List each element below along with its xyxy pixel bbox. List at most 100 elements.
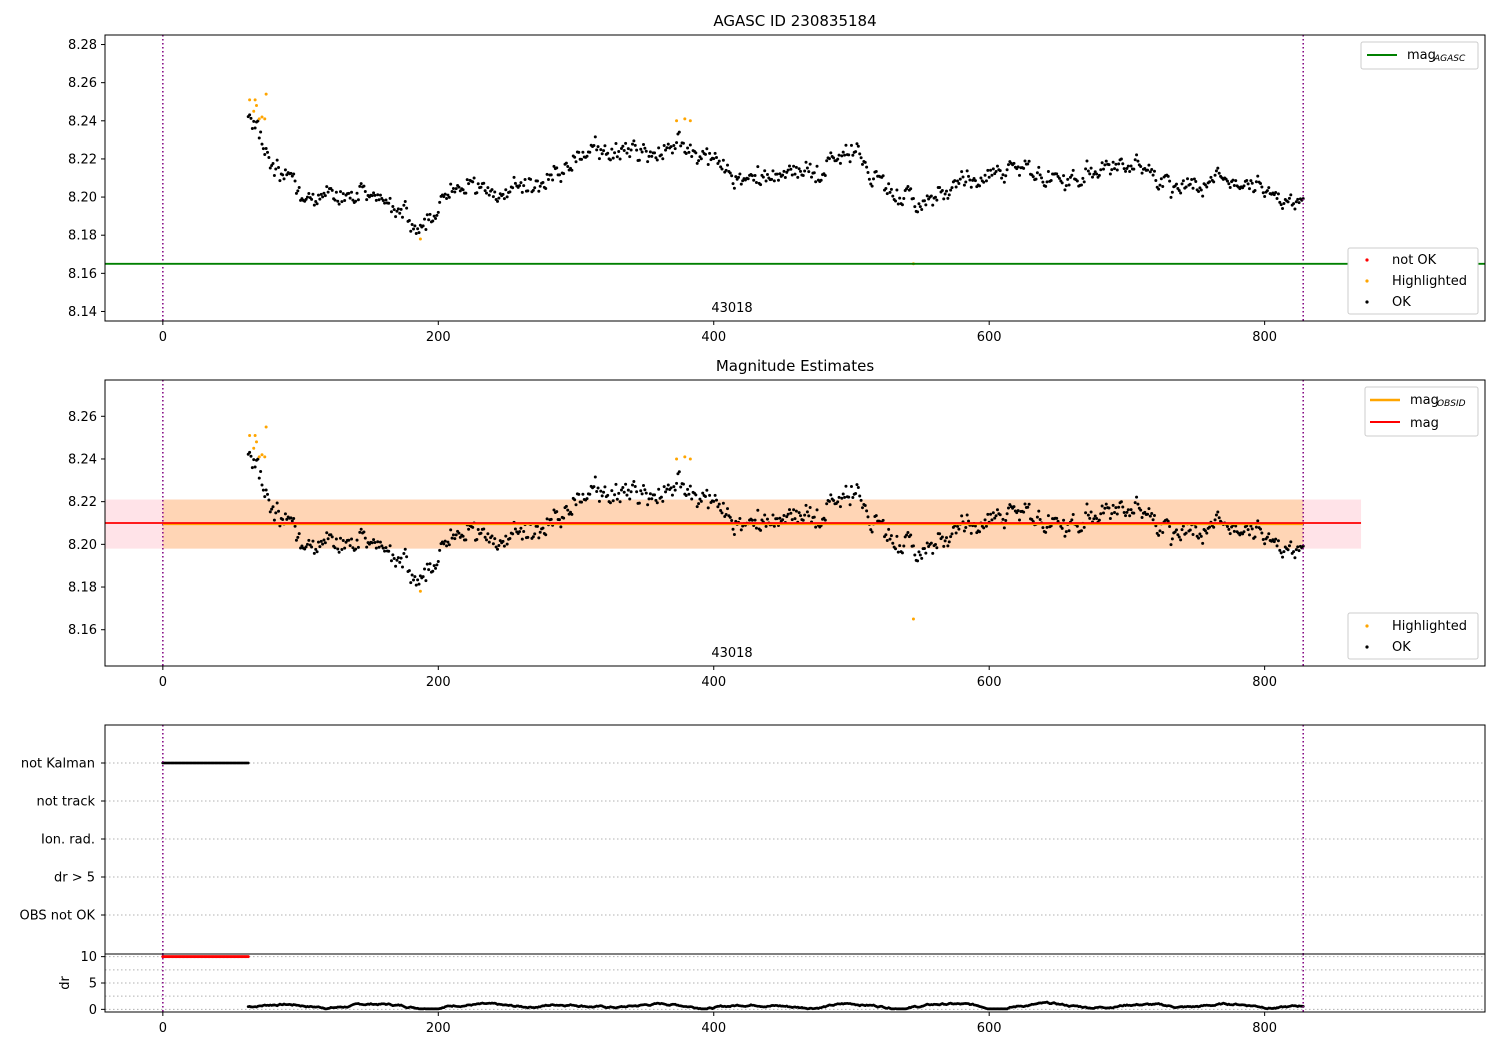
ok-point: [1250, 527, 1254, 531]
ok-point: [1126, 164, 1130, 168]
ok-point: [365, 198, 369, 202]
ok-point: [909, 533, 913, 537]
ok-point: [538, 184, 542, 188]
ok-point: [577, 492, 581, 496]
ok-point: [428, 212, 432, 216]
ok-point: [1064, 530, 1068, 534]
ok-point: [323, 541, 327, 545]
ok-point: [486, 532, 490, 536]
highlighted-point: [688, 457, 692, 461]
ok-point: [635, 490, 639, 494]
ok-point: [894, 199, 898, 203]
ok-point: [467, 527, 471, 531]
highlighted-point: [253, 98, 257, 102]
ok-point: [1082, 180, 1086, 184]
ok-point: [278, 179, 282, 183]
ok-point: [314, 200, 318, 204]
ok-point: [312, 203, 316, 207]
dr-points: [161, 955, 1305, 1011]
ok-point: [588, 492, 592, 496]
ok-point: [962, 183, 966, 187]
ok-point: [574, 503, 578, 507]
ok-point: [407, 569, 411, 573]
ok-point: [1089, 166, 1093, 170]
ok-point: [1168, 179, 1172, 183]
ok-point: [626, 147, 630, 151]
ok-point: [789, 511, 793, 515]
ok-point: [1249, 179, 1253, 183]
ok-point: [593, 135, 597, 139]
ok-point: [461, 534, 465, 538]
ok-point: [786, 512, 790, 516]
ok-point: [362, 184, 366, 188]
ok-point: [1040, 176, 1044, 180]
ok-point: [336, 199, 340, 203]
ok-point: [705, 147, 709, 151]
ok-point: [719, 165, 723, 169]
ok-point: [1212, 525, 1216, 529]
ok-point: [906, 531, 910, 535]
ok-point: [716, 505, 720, 509]
ok-point: [935, 546, 939, 550]
ok-point: [808, 505, 812, 509]
ok-point: [754, 526, 758, 530]
ok-point: [1132, 511, 1136, 515]
ok-point: [983, 518, 987, 522]
ok-point: [884, 533, 888, 537]
ok-point: [526, 189, 530, 193]
ok-point: [1100, 504, 1104, 508]
ok-point: [629, 490, 633, 494]
ok-point: [724, 168, 728, 172]
ok-point: [1263, 195, 1267, 199]
ok-point: [263, 495, 267, 499]
ok-point: [491, 542, 495, 546]
highlighted-point: [248, 433, 252, 437]
ok-point: [869, 528, 873, 532]
ok-point: [801, 518, 805, 522]
ok-point: [902, 544, 906, 548]
ok-point: [559, 525, 563, 529]
ok-point: [1154, 178, 1158, 182]
ok-point: [887, 527, 891, 531]
ok-point: [618, 500, 622, 504]
legend-label-highlighted: Highlighted: [1392, 274, 1467, 289]
ok-point: [640, 492, 644, 496]
ok-point: [790, 173, 794, 177]
ok-point: [647, 154, 651, 158]
ok-point: [1002, 180, 1006, 184]
legend-marker-ok: [1365, 300, 1369, 304]
ok-point: [402, 203, 406, 207]
ok-point: [1192, 177, 1196, 181]
ok-point: [501, 192, 505, 196]
ok-point: [911, 196, 915, 200]
ok-point: [844, 484, 848, 488]
ok-point: [615, 155, 619, 159]
ok-point: [403, 200, 407, 204]
dr-axis-label: dr: [58, 976, 73, 990]
highlighted-point: [252, 446, 256, 450]
ok-point: [670, 151, 674, 155]
ok-point: [713, 151, 717, 155]
ok-point: [935, 198, 939, 202]
ok-point: [387, 549, 391, 553]
ok-point: [730, 174, 734, 178]
ok-point: [277, 166, 281, 170]
ok-point: [989, 512, 993, 516]
ok-point: [885, 192, 889, 196]
ok-point: [378, 540, 382, 544]
ok-point: [479, 531, 483, 535]
ok-point: [573, 155, 577, 159]
ok-point: [518, 530, 522, 534]
ok-point: [797, 511, 801, 515]
ok-point: [902, 197, 906, 201]
ok-point: [837, 153, 841, 157]
ok-point: [1062, 174, 1066, 178]
ok-point: [1166, 519, 1170, 523]
ok-point: [1245, 179, 1249, 183]
ok-point: [451, 187, 455, 191]
ok-point: [445, 196, 449, 200]
ok-point: [494, 545, 498, 549]
highlighted-point: [252, 109, 256, 113]
ok-point: [900, 551, 904, 555]
ok-point: [841, 150, 845, 154]
